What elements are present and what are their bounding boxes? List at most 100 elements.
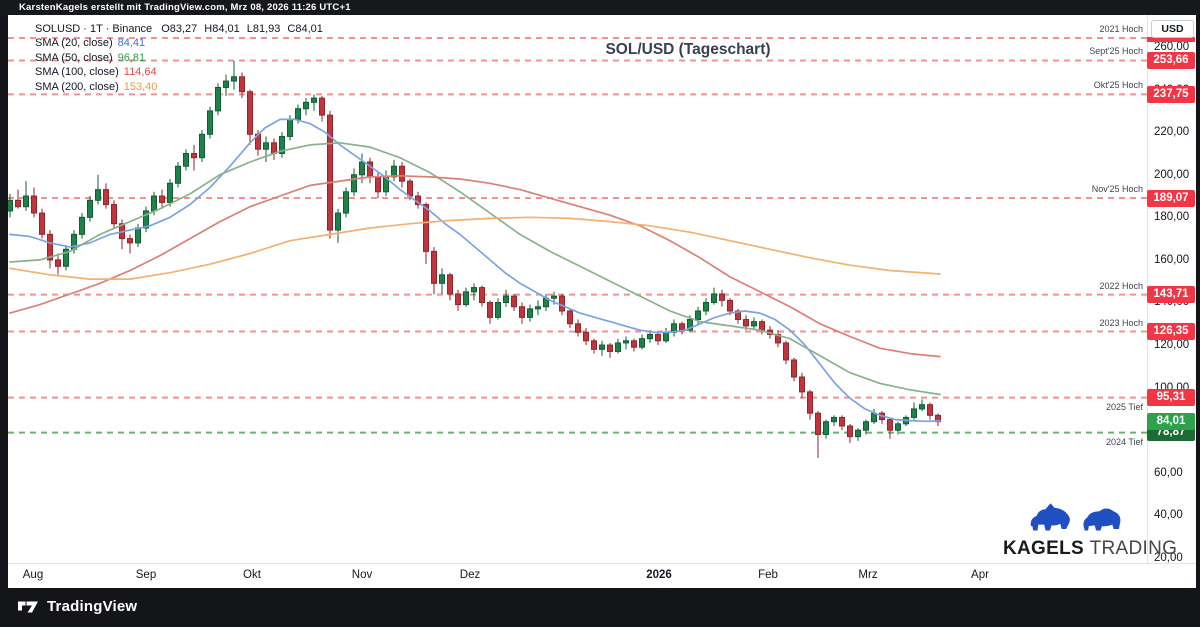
candle-body — [463, 291, 469, 306]
candle-body — [703, 301, 709, 312]
sma-value: 96,81 — [117, 51, 146, 64]
time-axis-label-okt: Okt — [243, 569, 261, 581]
candle-body — [831, 416, 837, 423]
candle-body — [87, 199, 93, 218]
tradingview-icon — [18, 601, 38, 613]
level-price-badge: 95,31 — [1147, 389, 1195, 407]
bull-icon — [1030, 503, 1070, 531]
candle-body — [23, 195, 29, 208]
tradingview-logo[interactable]: TradingView — [18, 597, 137, 615]
candle-body — [447, 274, 453, 295]
candle-body — [159, 195, 165, 203]
candle-body — [423, 204, 429, 252]
candle-body — [783, 342, 789, 361]
candle-body — [495, 301, 501, 318]
candle-body — [327, 114, 333, 231]
ohlc-low: L81,93 — [246, 23, 281, 35]
candle-body — [775, 333, 781, 344]
candle-body — [335, 212, 341, 231]
level-price-badge: 189,07 — [1147, 189, 1195, 207]
sma-label: SMA (20, close) — [35, 37, 113, 50]
candle-body — [719, 293, 725, 301]
candle-body — [751, 321, 757, 327]
price-tick: 40,00 — [1154, 509, 1183, 522]
time-axis-label-apr: Apr — [971, 569, 989, 581]
candle-body — [375, 176, 381, 193]
candle-body — [191, 152, 197, 159]
candle-body — [687, 319, 693, 331]
chart-panel[interactable]: SOLUSD · 1T · Binance O83,27 H84,01 L81,93 C… — [8, 15, 1196, 588]
candlestick-plot[interactable] — [8, 15, 1196, 588]
price-tick: 20,00 — [1154, 551, 1183, 564]
candle-body — [791, 359, 797, 378]
candle-body — [271, 142, 277, 154]
candle-body — [303, 101, 309, 110]
candle-body — [759, 321, 765, 331]
sma-line-sma-100 — [9, 174, 941, 358]
candle-body — [279, 135, 285, 154]
candle-body — [735, 310, 741, 321]
candle-body — [127, 238, 133, 244]
sma-label: SMA (200, close) — [35, 80, 119, 93]
candle-body — [455, 293, 461, 306]
attribution-bar: KarstenKagels erstellt mit TradingView.c… — [0, 0, 1200, 15]
price-tick: 60,00 — [1154, 466, 1183, 479]
candle-body — [631, 340, 637, 348]
candle-body — [399, 165, 405, 182]
candle-body — [63, 248, 69, 267]
footer-bar: TradingView — [0, 588, 1200, 627]
time-axis-label-aug: Aug — [22, 569, 44, 581]
price-tick: 180,00 — [1154, 211, 1190, 224]
time-axis-label-2026: 2026 — [646, 569, 672, 581]
candle-body — [207, 110, 213, 135]
candle-body — [183, 152, 189, 167]
candle-body — [231, 76, 237, 82]
price-tick: 260,00 — [1154, 41, 1190, 53]
sma-line-sma-20 — [9, 118, 941, 423]
candle-body — [431, 250, 437, 284]
kagels-trading-wordmark: KAGELS TRADING — [1003, 538, 1178, 559]
legend-sma-row-3: SMA (100, close) 114,64 — [35, 65, 323, 79]
price-tick: 220,00 — [1154, 126, 1190, 139]
candle-body — [839, 416, 845, 427]
time-axis-border — [8, 563, 1196, 564]
currency-axis-button[interactable]: USD — [1151, 20, 1194, 38]
candle-body — [151, 195, 157, 212]
candle-body — [679, 323, 685, 331]
candle-body — [79, 216, 85, 235]
candle-body — [511, 295, 517, 308]
level-price-badge: 237,75 — [1147, 85, 1195, 103]
sma-value: 153,40 — [123, 80, 158, 93]
symbol-title: SOLUSD · 1T · Binance — [35, 23, 153, 35]
candle-body — [855, 429, 861, 438]
attribution-text: KarstenKagels erstellt mit TradingView.c… — [19, 2, 351, 13]
candle-body — [551, 295, 557, 299]
candle-body — [479, 287, 485, 303]
candle-body — [895, 423, 901, 431]
time-axis-label-feb: Feb — [758, 569, 778, 581]
sma-label: SMA (50, close) — [35, 51, 113, 64]
sma-label: SMA (100, close) — [35, 66, 119, 79]
candle-body — [95, 189, 101, 201]
candle-body — [343, 191, 349, 214]
candle-body — [215, 86, 221, 112]
candle-body — [695, 310, 701, 321]
candle-body — [55, 259, 61, 267]
candle-body — [871, 412, 877, 423]
level-price-badge: 126,35 — [1147, 323, 1195, 341]
level-price-badge: 253,66 — [1147, 51, 1195, 69]
chart-legend: SOLUSD · 1T · Binance O83,27 H84,01 L81,93 C… — [35, 22, 323, 94]
price-tick: 160,00 — [1154, 253, 1190, 266]
legend-sma-row-4: SMA (200, close) 153,40 — [35, 80, 323, 94]
level-price-badge: 143,71 — [1147, 286, 1195, 304]
candle-body — [319, 97, 325, 116]
candle-body — [663, 331, 669, 342]
candle-body — [487, 301, 493, 318]
candle-body — [743, 319, 749, 327]
candle-body — [175, 165, 181, 184]
candle-body — [863, 421, 869, 431]
candle-body — [359, 161, 365, 176]
candle-body — [527, 308, 533, 318]
ohlc-high: H84,01 — [204, 23, 240, 35]
candle-body — [311, 97, 317, 103]
